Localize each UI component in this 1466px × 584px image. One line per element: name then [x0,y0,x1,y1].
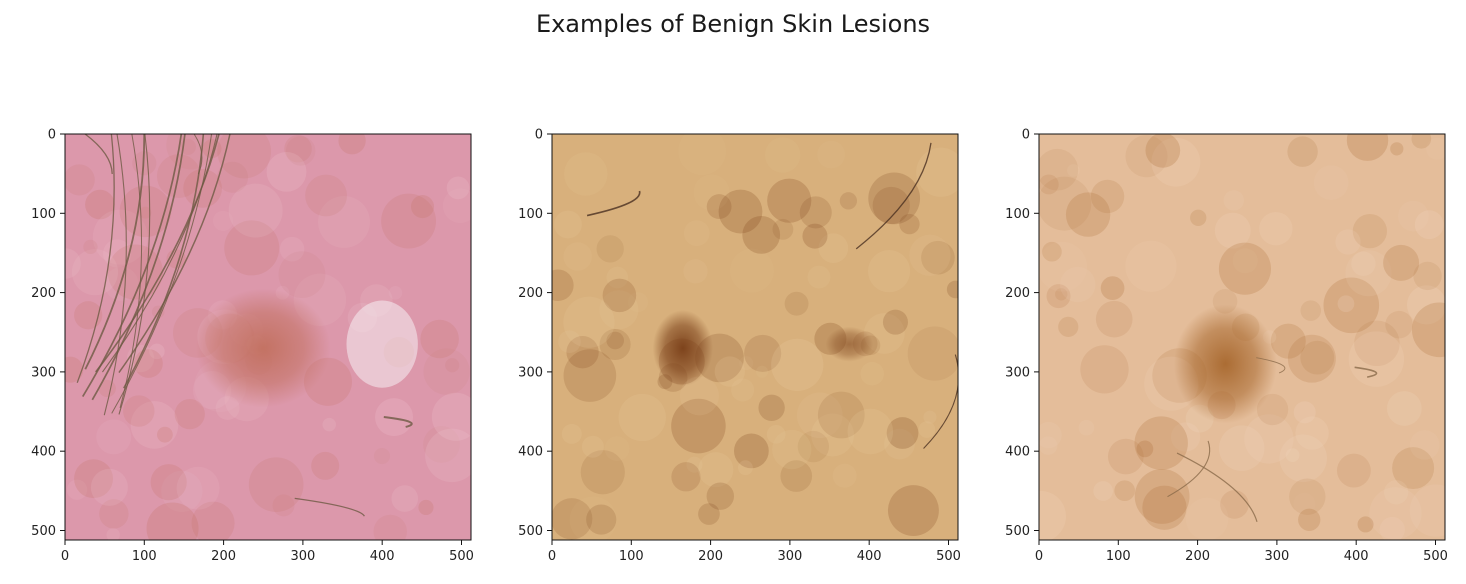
y-tick-label: 200 [31,286,56,301]
y-tick-label: 0 [48,128,56,143]
x-tick-label: 0 [61,549,69,564]
x-tick-label: 100 [619,549,644,564]
image-panel-svg: 0 0 100 100 200 200 300 300 400 400 500 500 [31,128,474,565]
y-tick-label: 500 [518,524,543,539]
y-tick-label: 400 [31,445,56,460]
y-tick-label: 300 [518,365,543,380]
y-tick-label: 400 [1005,445,1030,460]
skin-image [65,134,471,540]
image-panel-1: 0 0 100 100 200 200 300 300 400 400 500 500 [20,120,500,580]
x-tick-label: 400 [370,549,395,564]
y-tick-label: 100 [31,207,56,222]
y-tick-label: 0 [1022,128,1030,143]
y-tick-label: 200 [1005,286,1030,301]
x-tick-label: 500 [936,549,961,564]
x-tick-label: 400 [857,549,882,564]
x-tick-label: 100 [1106,549,1131,564]
y-tick-label: 500 [1005,524,1030,539]
x-tick-label: 500 [1423,549,1448,564]
axes-frame [64,133,472,541]
figure-title: Examples of Benign Skin Lesions [535,10,931,38]
y-tick-label: 0 [535,128,543,143]
image-panel-svg: 0 0 100 100 200 200 300 300 400 400 500 500 [1005,128,1448,565]
x-tick-label: 100 [132,549,157,564]
y-tick-label: 200 [518,286,543,301]
axes-frame [551,133,959,541]
x-tick-label: 200 [1185,549,1210,564]
skin-image [1039,134,1445,540]
y-tick-label: 100 [518,207,543,222]
x-tick-label: 300 [1264,549,1289,564]
y-tick-label: 300 [31,365,56,380]
x-tick-label: 500 [449,549,474,564]
image-panel-2: 0 0 100 100 200 200 300 300 400 400 500 500 [507,120,987,580]
y-tick-label: 400 [518,445,543,460]
y-tick-label: 300 [1005,365,1030,380]
x-tick-label: 400 [1344,549,1369,564]
x-tick-label: 200 [698,549,723,564]
y-tick-label: 500 [31,524,56,539]
x-tick-label: 300 [290,549,315,564]
x-tick-label: 300 [777,549,802,564]
axes-frame [1038,133,1446,541]
image-panel-svg: 0 0 100 100 200 200 300 300 400 400 500 500 [518,128,961,565]
image-panel-3: 0 0 100 100 200 200 300 300 400 400 500 500 [994,120,1466,580]
x-tick-label: 0 [1035,549,1043,564]
y-tick-label: 100 [1005,207,1030,222]
x-tick-label: 200 [211,549,236,564]
x-tick-label: 0 [548,549,556,564]
skin-image [552,134,958,540]
